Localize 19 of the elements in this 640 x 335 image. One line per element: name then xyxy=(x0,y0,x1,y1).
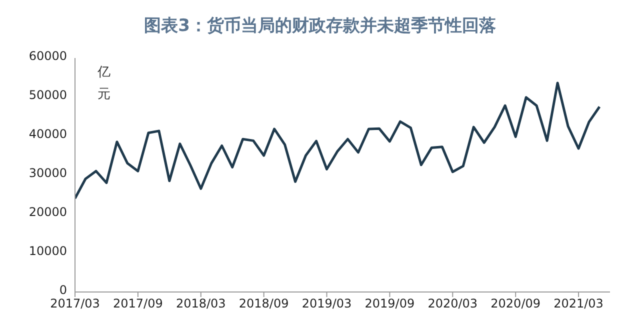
line-series xyxy=(75,82,601,200)
x-tick-label: 2021/03 xyxy=(554,296,604,311)
x-tick-label: 2019/03 xyxy=(302,296,352,311)
x-tick-label: 2017/03 xyxy=(50,296,100,311)
x-tick-label: 2018/03 xyxy=(176,296,226,311)
y-tick-label: 60000 xyxy=(28,48,67,63)
x-tick-label: 2020/03 xyxy=(428,296,478,311)
y-tick-label: 20000 xyxy=(28,204,67,219)
x-tick-label: 2019/09 xyxy=(364,296,415,311)
x-tick-label: 2018/09 xyxy=(238,296,289,311)
x-tick-label: 2020/09 xyxy=(490,296,541,311)
y-tick-label: 10000 xyxy=(28,244,67,258)
chart-title: 图表3：货币当局的财政存款并未超季节性回落 xyxy=(143,15,497,37)
y-tick-label: 50000 xyxy=(28,88,67,102)
y-axis-title: 亿元 xyxy=(96,64,112,104)
y-tick-label: 0 xyxy=(59,282,67,297)
x-tick-label: 2017/09 xyxy=(113,296,163,311)
y-tick-label: 30000 xyxy=(28,166,67,180)
y-tick-label: 40000 xyxy=(28,126,67,141)
